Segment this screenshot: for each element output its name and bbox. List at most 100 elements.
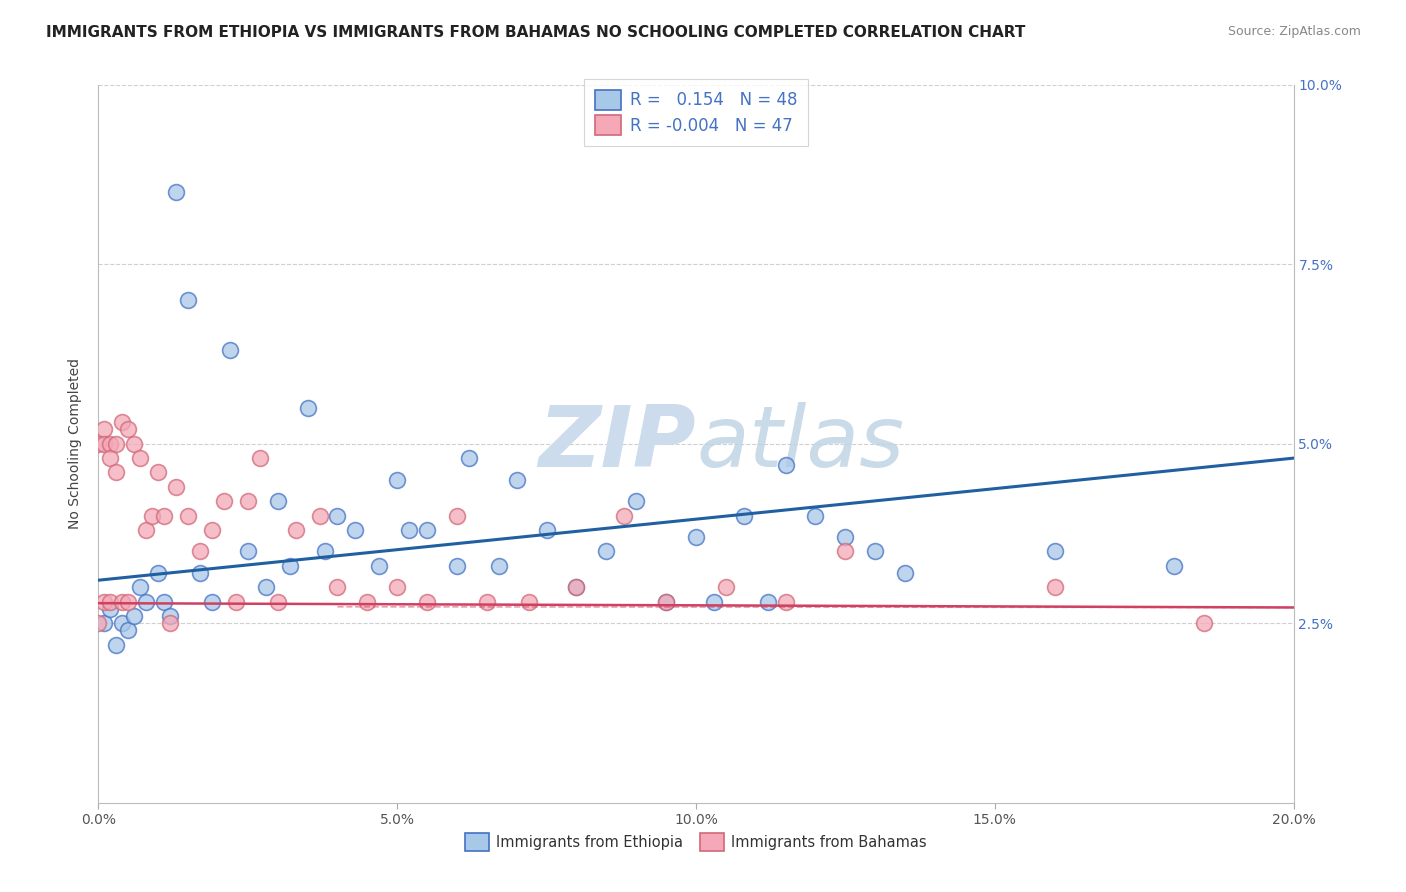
Point (655, 595, 678, 609)
Point (105, 638, 128, 652)
Point (308, 508, 330, 523)
Point (87, 616, 110, 631)
Point (446, 508, 468, 523)
Text: Source: ZipAtlas.com: Source: ZipAtlas.com (1227, 25, 1361, 38)
Point (188, 566, 211, 580)
Point (219, 343, 242, 358)
Point (201, 523, 224, 537)
Point (565, 581, 588, 595)
Point (385, 473, 409, 487)
Point (775, 458, 797, 473)
Point (201, 595, 224, 609)
Point (344, 523, 367, 537)
Point (733, 508, 755, 523)
Point (254, 581, 277, 595)
Point (135, 523, 157, 537)
Point (87, 436, 110, 450)
Point (98, 436, 122, 450)
Point (756, 595, 779, 609)
Point (159, 609, 181, 624)
Y-axis label: No Schooling Completed: No Schooling Completed (69, 359, 83, 529)
Point (297, 401, 319, 415)
Point (267, 595, 290, 609)
Point (834, 530, 856, 544)
Point (177, 293, 200, 307)
Point (111, 595, 134, 609)
Point (804, 508, 827, 523)
Point (284, 523, 307, 537)
Point (124, 436, 146, 450)
Point (703, 595, 725, 609)
Legend: Immigrants from Ethiopia, Immigrants from Bahamas: Immigrants from Ethiopia, Immigrants fro… (460, 827, 932, 856)
Point (326, 508, 349, 523)
Point (865, 544, 887, 558)
Point (93, 616, 115, 631)
Point (148, 466, 170, 480)
Point (117, 624, 139, 638)
Point (315, 544, 337, 558)
Point (446, 558, 468, 573)
Point (93, 422, 115, 436)
Text: IMMIGRANTS FROM ETHIOPIA VS IMMIGRANTS FROM BAHAMAS NO SCHOOLING COMPLETED CORRE: IMMIGRANTS FROM ETHIOPIA VS IMMIGRANTS F… (46, 25, 1026, 40)
Point (458, 451, 481, 466)
Point (93, 436, 115, 450)
Point (159, 616, 181, 631)
Point (398, 523, 420, 537)
Point (416, 595, 439, 609)
Point (536, 523, 558, 537)
Point (212, 494, 235, 508)
Text: ZIP: ZIP (538, 402, 696, 485)
Point (475, 595, 498, 609)
Point (153, 508, 176, 523)
Point (98, 595, 122, 609)
Point (165, 480, 187, 494)
Point (117, 422, 139, 436)
Point (1043, 581, 1066, 595)
Point (1043, 544, 1066, 558)
Point (129, 581, 152, 595)
Point (1192, 616, 1215, 631)
Point (105, 436, 128, 450)
Point (517, 595, 540, 609)
Point (834, 544, 856, 558)
Point (685, 530, 707, 544)
Point (129, 451, 152, 466)
Point (105, 466, 128, 480)
Point (117, 595, 139, 609)
Point (626, 494, 648, 508)
Point (506, 473, 529, 487)
Text: atlas: atlas (696, 402, 904, 485)
Point (236, 544, 259, 558)
Point (356, 595, 378, 609)
Point (188, 544, 211, 558)
Point (225, 595, 247, 609)
Point (93, 595, 115, 609)
Point (488, 558, 510, 573)
Point (111, 616, 134, 631)
Point (894, 566, 917, 580)
Point (416, 523, 439, 537)
Point (165, 186, 187, 200)
Point (111, 415, 134, 429)
Point (565, 581, 588, 595)
Point (278, 558, 301, 573)
Point (141, 508, 163, 523)
Point (249, 451, 271, 466)
Point (326, 581, 349, 595)
Point (236, 494, 259, 508)
Point (368, 558, 391, 573)
Point (1163, 558, 1185, 573)
Point (714, 581, 737, 595)
Point (98, 602, 122, 616)
Point (177, 508, 200, 523)
Point (595, 544, 617, 558)
Point (135, 595, 157, 609)
Point (385, 581, 409, 595)
Point (655, 595, 678, 609)
Point (613, 508, 636, 523)
Point (267, 494, 290, 508)
Point (148, 566, 170, 580)
Point (775, 595, 797, 609)
Point (124, 609, 146, 624)
Point (98, 451, 122, 466)
